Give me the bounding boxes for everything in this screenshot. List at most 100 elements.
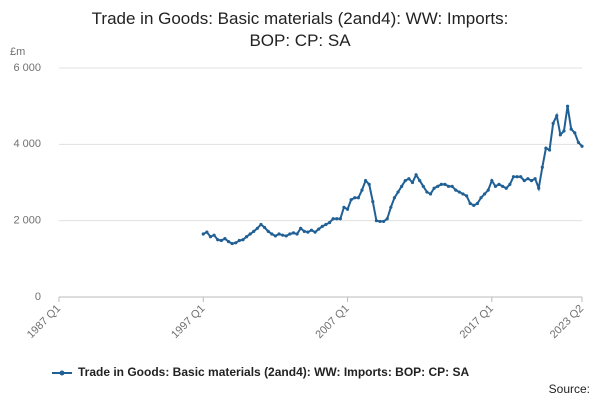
data-point	[313, 230, 317, 234]
data-point	[446, 184, 451, 188]
data-point	[306, 230, 310, 234]
data-point	[529, 178, 534, 183]
data-point	[288, 232, 292, 236]
x-tick-label: 2023 Q2	[548, 303, 586, 341]
data-point	[576, 140, 580, 145]
legend-item: Trade in Goods: Basic materials (2and4):…	[52, 365, 470, 379]
data-point	[486, 188, 490, 192]
data-point	[320, 224, 324, 228]
data-point	[353, 196, 357, 200]
data-point	[526, 177, 530, 181]
data-point	[360, 188, 364, 192]
data-point	[551, 121, 555, 125]
data-point	[356, 196, 360, 200]
data-point	[255, 226, 259, 230]
data-point	[392, 196, 397, 200]
data-point	[439, 182, 443, 187]
data-point	[281, 233, 285, 237]
data-point	[244, 235, 249, 239]
data-point	[432, 186, 436, 190]
data-point	[219, 238, 223, 243]
data-point	[403, 178, 407, 183]
data-point	[309, 228, 314, 232]
data-point	[273, 234, 278, 238]
data-point	[371, 199, 375, 204]
data-point	[511, 175, 516, 179]
x-tick-label: 2007 Q1	[313, 303, 351, 341]
data-point	[208, 235, 213, 239]
chart-title: Trade in Goods: Basic materials (2and4):…	[92, 9, 509, 50]
y-tick-label: 0	[35, 291, 41, 303]
data-point	[252, 229, 256, 233]
data-point	[342, 205, 346, 209]
legend-marker	[59, 370, 65, 376]
data-point	[262, 225, 267, 230]
data-point	[374, 219, 379, 223]
data-point	[349, 198, 353, 202]
data-point	[237, 238, 241, 243]
data-point	[472, 203, 476, 207]
data-point	[450, 184, 454, 188]
data-point	[223, 237, 227, 241]
data-point	[428, 192, 433, 196]
data-point	[299, 226, 303, 230]
data-point	[537, 186, 541, 190]
data-point	[468, 201, 472, 206]
data-point	[331, 217, 335, 221]
data-point	[483, 192, 487, 196]
x-tick-label: 1997 Q1	[169, 303, 207, 341]
data-point	[216, 238, 220, 242]
data-point	[241, 238, 245, 242]
data-point	[580, 144, 584, 148]
data-point	[475, 201, 479, 206]
data-point	[547, 148, 552, 152]
y-tick-label: 6 000	[13, 62, 41, 74]
data-point	[378, 219, 382, 224]
x-tick-label: 1987 Q1	[25, 303, 63, 341]
data-point	[338, 217, 342, 221]
data-point	[317, 227, 321, 231]
data-point	[291, 231, 296, 235]
data-point	[436, 184, 440, 188]
data-point	[400, 184, 404, 188]
x-tick-label: 2017 Q1	[458, 303, 496, 341]
data-point	[363, 178, 368, 183]
data-point	[302, 229, 306, 233]
data-point	[454, 188, 458, 192]
data-point	[508, 182, 512, 187]
y-tick-label: 2 000	[13, 215, 41, 227]
source: Source:	[549, 382, 590, 396]
data-point	[248, 232, 252, 236]
data-point	[418, 178, 422, 183]
data-point	[410, 180, 415, 185]
data-point	[519, 175, 523, 179]
data-point	[396, 190, 400, 194]
series-line	[202, 106, 583, 245]
data-point	[515, 175, 519, 179]
data-point	[327, 220, 332, 225]
data-point	[555, 114, 559, 118]
data-point	[569, 127, 573, 131]
data-point	[212, 233, 216, 237]
data-point	[533, 177, 537, 181]
data-point	[205, 230, 209, 234]
data-point	[382, 219, 386, 224]
data-point	[461, 192, 465, 196]
data-point	[457, 190, 461, 194]
data-point	[407, 177, 411, 181]
data-point	[421, 184, 425, 188]
data-point	[490, 178, 494, 183]
y-axis-unit: £m	[10, 46, 25, 58]
data-point	[385, 217, 389, 221]
data-point	[565, 104, 570, 108]
data-point	[493, 184, 498, 188]
data-point	[501, 184, 505, 188]
data-point	[234, 241, 238, 245]
data-point	[544, 146, 548, 150]
data-point	[479, 196, 483, 200]
data-point	[558, 133, 562, 137]
data-point	[414, 173, 418, 177]
data-point	[295, 232, 299, 236]
data-point	[230, 241, 234, 246]
data-point	[324, 222, 328, 227]
